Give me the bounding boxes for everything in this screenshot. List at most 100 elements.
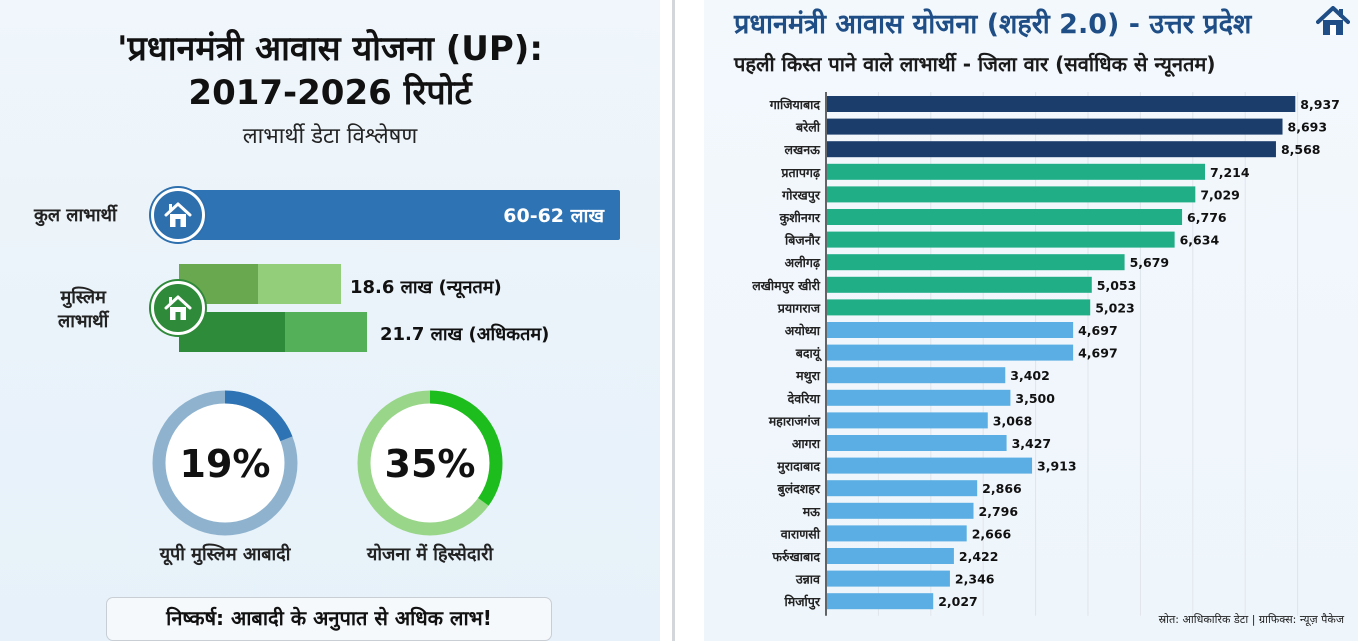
bar [827, 412, 988, 429]
bar [827, 276, 1092, 293]
source-credit: स्रोत: आधिकारिक डेटा | ग्राफिक्स: न्यूज़… [1158, 613, 1344, 626]
category-label: अलीगढ़ [785, 255, 821, 270]
category-label: कुशीनगर [779, 210, 821, 226]
report-title-line2: 2017-2026 रिपोर्ट [188, 73, 472, 113]
category-label: प्रयागराज [777, 300, 821, 315]
muslim-max-value: 21.7 लाख (अधिकतम) [380, 324, 550, 345]
donut-percent: 19% [180, 442, 271, 486]
category-label: लखनऊ [784, 142, 822, 157]
bar [827, 525, 967, 542]
house-icon [151, 281, 205, 335]
category-label: मऊ [802, 504, 821, 519]
value-label: 7,029 [1200, 187, 1240, 202]
value-label: 4,697 [1078, 346, 1118, 361]
value-label: 8,937 [1300, 97, 1340, 112]
bar [827, 254, 1125, 271]
muslim-min-value: 18.6 लाख (न्यूनतम) [350, 277, 502, 298]
total-beneficiaries-label: कुल लाभार्थी [34, 205, 117, 226]
category-label: बिजनौर [784, 233, 821, 248]
total-beneficiaries-value: 60-62 लाख [503, 205, 604, 227]
category-label: गाजियाबाद [769, 97, 822, 112]
value-label: 3,500 [1015, 391, 1055, 406]
value-label: 2,866 [982, 481, 1022, 496]
category-label: बरेली [795, 120, 821, 135]
value-label: 8,568 [1281, 142, 1321, 157]
category-label: बुलंदशहर [776, 481, 820, 497]
bar [827, 367, 1006, 384]
value-label: 4,697 [1078, 323, 1118, 338]
total-beneficiaries-bar: 60-62 लाख [188, 190, 620, 240]
value-label: 3,068 [993, 413, 1033, 428]
muslim-label-line1: मुस्लिम [60, 287, 106, 308]
summary-panel: 'प्रधानमंत्री आवास योजना (UP): 2017-2026… [0, 0, 660, 641]
bar [827, 118, 1283, 135]
bar [827, 322, 1074, 338]
category-label: अयोध्या [785, 323, 821, 338]
donut-arc [357, 390, 503, 536]
value-label: 2,666 [972, 526, 1012, 541]
value-label: 3,402 [1010, 368, 1050, 383]
value-label: 8,693 [1288, 120, 1328, 135]
category-label: प्रतापगढ़ [780, 165, 821, 180]
bar [827, 570, 950, 587]
bar [827, 457, 1033, 474]
category-label: आगरा [792, 436, 821, 451]
bar [827, 389, 1011, 406]
muslim-label-line2: लाभार्थी [58, 311, 109, 332]
scheme-share-donut: 35% [355, 388, 505, 538]
value-label: 2,796 [979, 504, 1019, 519]
category-label: फर्रुखाबाद [771, 549, 821, 564]
muslim-max-bar [179, 312, 367, 352]
report-subtitle: लाभार्थी डेटा विश्लेषण [242, 124, 418, 149]
value-label: 3,427 [1012, 436, 1052, 451]
category-label: वाराणसी [780, 526, 821, 541]
house-icon [1316, 6, 1350, 40]
bar [827, 96, 1296, 112]
value-label: 6,776 [1187, 210, 1227, 225]
category-label: बदायूं [795, 346, 822, 362]
bar [827, 435, 1007, 451]
bar [827, 299, 1091, 316]
panel-divider [672, 0, 675, 641]
report-title-line1: 'प्रधानमंत्री आवास योजना (UP): [117, 29, 543, 69]
value-label: 5,679 [1130, 255, 1170, 270]
category-label: मिर्जापुर [784, 594, 821, 610]
bar [827, 593, 934, 610]
house-icon [151, 188, 205, 242]
category-label: महाराजगंज [768, 413, 821, 428]
bar [827, 231, 1175, 248]
category-label: लखीमपुर खीरी [751, 278, 821, 294]
category-label: मुरादाबाद [776, 459, 821, 475]
bar [827, 163, 1206, 180]
value-label: 2,422 [959, 549, 999, 564]
value-label: 7,214 [1210, 165, 1250, 180]
population-share-label: यूपी मुस्लिम आबादी [159, 544, 291, 565]
conclusion-box: निष्कर्ष: आबादी के अनुपात से अधिक लाभ! [106, 597, 552, 641]
chart-subtitle: पहली किस्त पाने वाले लाभार्थी - जिला वार… [734, 52, 1216, 76]
value-label: 5,023 [1095, 300, 1135, 315]
value-label: 2,346 [955, 572, 995, 587]
bar [827, 141, 1276, 158]
district-chart-panel: प्रधानमंत्री आवास योजना (शहरी 2.0) - उत्… [704, 0, 1358, 641]
chart-title: प्रधानमंत्री आवास योजना (शहरी 2.0) - उत्… [734, 9, 1252, 40]
bar [827, 548, 954, 564]
category-label: गोरखपुर [781, 187, 821, 203]
bar [827, 209, 1183, 225]
muslim-beneficiaries-label: मुस्लिम लाभार्थी [58, 286, 108, 334]
district-bar-chart: गाजियाबाद 8,937 बरेली 8,693 लखनऊ 8,568 प्रतापग… [751, 92, 1340, 616]
category-label: मथुरा [795, 368, 821, 384]
value-label: 3,913 [1037, 459, 1077, 474]
bar [827, 502, 974, 519]
category-label: देवरिया [787, 391, 821, 406]
bar [827, 480, 978, 497]
bar [827, 344, 1074, 361]
scheme-share-label: योजना में हिस्सेदारी [366, 544, 494, 565]
donut-percent: 35% [385, 442, 476, 486]
category-label: उन्नाव [795, 572, 821, 587]
value-label: 5,053 [1097, 278, 1137, 293]
value-label: 6,634 [1180, 233, 1220, 248]
value-label: 2,027 [938, 594, 978, 609]
bar [827, 186, 1196, 203]
population-share-donut: 19% [150, 388, 300, 538]
donut-arc [152, 390, 298, 536]
